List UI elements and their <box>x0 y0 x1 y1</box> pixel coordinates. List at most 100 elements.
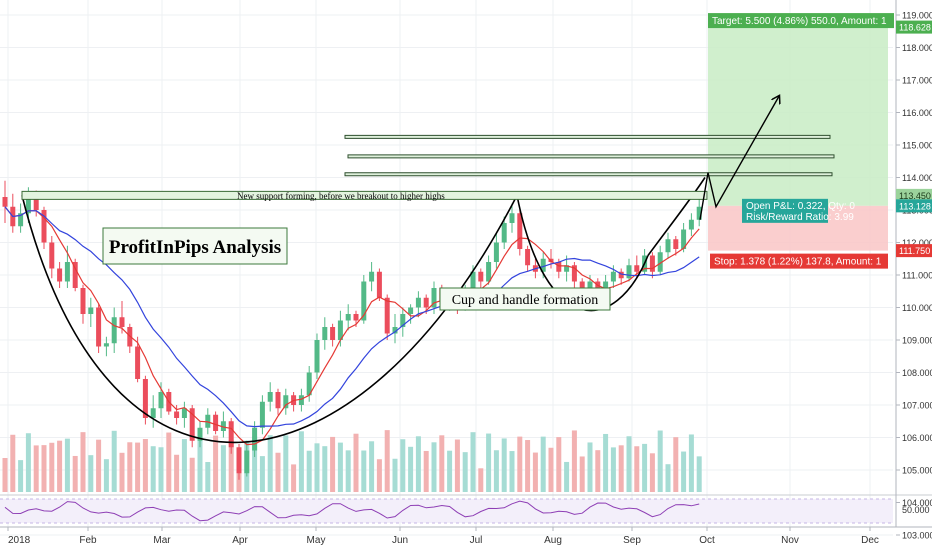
volume-bar <box>252 436 258 492</box>
candle-body <box>103 343 109 347</box>
y-tick-label: 114.000 <box>902 173 932 183</box>
candle-body <box>470 271 476 292</box>
breakout-curve <box>647 177 706 256</box>
volume-bar <box>283 435 289 492</box>
volume-bar <box>158 447 164 492</box>
x-tick-label: Jul <box>470 535 483 546</box>
price-tag <box>896 199 932 213</box>
candle-body <box>252 427 258 451</box>
volume-bar <box>681 451 687 492</box>
volume-bar <box>532 452 538 492</box>
candle-body <box>493 242 499 262</box>
x-tick-label: Jun <box>392 535 408 546</box>
volume-bar <box>189 457 195 492</box>
candle-body <box>634 265 640 272</box>
stop-label: Stop: 1.378 (1.22%) 137.8, Amount: 1 <box>714 257 882 268</box>
candle-body <box>88 307 94 314</box>
brand-label: ProfitInPips Analysis <box>109 237 281 258</box>
volume-bar <box>228 440 234 492</box>
candle-body <box>181 408 187 418</box>
candle-body <box>283 395 289 409</box>
volume-bar <box>267 435 273 492</box>
rsi-line <box>4 500 700 522</box>
candle-body <box>556 262 562 272</box>
candle-body <box>142 379 148 418</box>
candle-body <box>18 213 24 227</box>
volume-bar <box>322 446 328 492</box>
candle-body <box>517 213 523 249</box>
y-tick-label: 103.000 <box>902 531 932 541</box>
pnl-label: Open P&L: 0.322, Qty: 0 <box>746 201 855 212</box>
candle-body <box>213 414 219 431</box>
y-tick-label: 115.000 <box>902 141 932 151</box>
candle-body <box>525 249 531 266</box>
candle-body <box>696 206 702 220</box>
volume-bar <box>119 452 125 492</box>
volume-bar <box>150 446 156 492</box>
support-note: New support forming, before we breakout … <box>237 191 445 201</box>
volume-bar <box>291 464 297 492</box>
volume-bar <box>259 456 265 492</box>
price-tag-label: 118.628 <box>899 23 931 33</box>
volume-bar <box>306 450 312 492</box>
candle-body <box>571 265 577 282</box>
candle-body <box>392 327 398 334</box>
y-tick-label: 112.000 <box>902 238 932 248</box>
volume-bar <box>454 439 460 492</box>
volume-bar <box>337 442 343 492</box>
candle-body <box>298 395 304 405</box>
volume-bar <box>649 453 655 492</box>
volume-bar <box>384 430 390 492</box>
candle-body <box>259 401 265 428</box>
volume-bar <box>400 439 406 492</box>
volume-bar <box>64 438 70 492</box>
volume-bar <box>72 455 78 492</box>
volume-bar <box>181 439 187 492</box>
drawings <box>21 96 835 444</box>
candle-body <box>415 297 421 308</box>
candle-body <box>423 297 429 308</box>
volume-bar <box>509 451 515 492</box>
x-tick-label: Oct <box>699 535 715 546</box>
candle-body <box>431 288 437 308</box>
candle-body <box>267 392 273 402</box>
x-tick-label: Nov <box>781 535 799 546</box>
y-tick-label: 110.000 <box>902 303 932 313</box>
volume-bar <box>111 430 117 492</box>
x-tick-label: May <box>307 535 326 546</box>
volume-bar <box>33 445 39 492</box>
volume-bar <box>57 440 63 492</box>
candle-body <box>665 239 671 253</box>
candle-body <box>72 262 78 288</box>
x-tick-label: Aug <box>544 535 562 546</box>
volume-bar <box>626 436 632 492</box>
candle-body <box>49 242 55 269</box>
volume-bar <box>564 461 570 492</box>
volume-bar <box>579 456 585 492</box>
support-zone <box>21 190 708 200</box>
candle-body <box>478 271 484 282</box>
volume-bar <box>548 447 554 492</box>
volume-bar <box>166 432 172 492</box>
candle-body <box>174 411 180 418</box>
y-tick-label: 104.000 <box>902 498 932 508</box>
rr-label: Risk/Reward Ratio: 3.99 <box>746 212 854 223</box>
candle-body <box>96 307 102 347</box>
rsi-tick-label: 50.000 <box>902 505 930 515</box>
volume-bar <box>486 433 492 492</box>
target-zone <box>708 27 888 206</box>
y-tick-label: 117.000 <box>902 76 932 86</box>
volume-bar <box>525 440 531 492</box>
candle-body <box>244 450 250 474</box>
candle-body <box>158 392 164 409</box>
projection-arrow <box>699 96 779 220</box>
volume-bar <box>361 450 367 492</box>
volume-bar <box>330 436 336 492</box>
labels: Target: 5.500 (4.86%) 550.0, Amount: 1 Op… <box>102 13 894 311</box>
target-label: Target: 5.500 (4.86%) 550.0, Amount: 1 <box>712 16 887 27</box>
candle-body <box>688 219 694 230</box>
y-tick-label: 106.000 <box>902 433 932 443</box>
x-tick-label: 2018 <box>8 535 31 546</box>
